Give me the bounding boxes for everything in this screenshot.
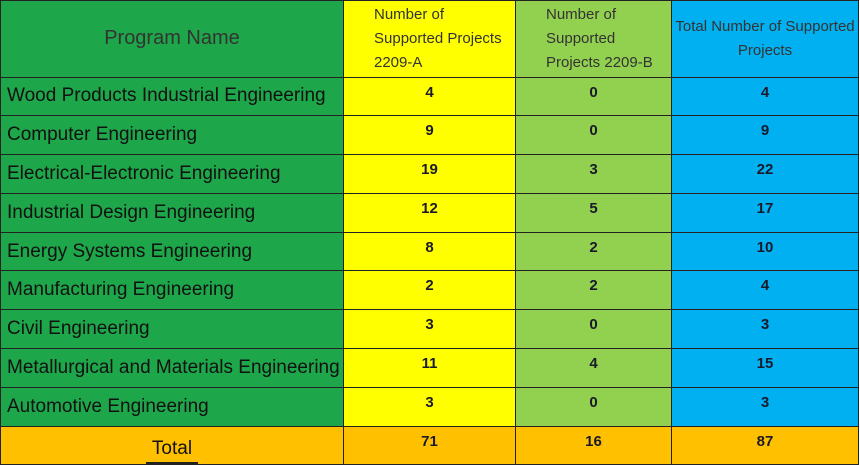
program-name-cell: Civil Engineering [0,309,344,350]
value-2209b-cell: 5 [515,192,672,233]
program-name-cell: Automotive Engineering [0,386,344,427]
value-2209a-cell: 3 [343,386,516,427]
value-2209a-cell: 9 [343,115,516,156]
value-2209b-cell: 2 [515,270,672,311]
program-name-cell: Industrial Design Engineering [0,192,344,233]
program-name-cell: Electrical-Electronic Engineering [0,154,344,194]
header-2209b: Number of Supported Projects 2209-B [515,0,672,78]
value-2209a-cell: 2 [343,270,516,311]
header-2209a: Number of Supported Projects 2209-A [343,0,516,78]
table-row: Industrial Design Engineering 12 5 17 [0,192,859,233]
value-2209b-cell: 0 [515,309,672,350]
header-row: Program Name Number of Supported Project… [0,0,859,78]
program-name-cell: Metallurgical and Materials Engineering [0,348,344,388]
table-row: Energy Systems Engineering 8 2 10 [0,231,859,272]
value-total-cell: 10 [671,231,859,272]
value-2209b-cell: 0 [515,76,672,117]
value-2209b-cell: 0 [515,386,672,427]
value-total-cell: 3 [671,386,859,427]
value-2209b-cell: 4 [515,348,672,388]
header-total: Total Number of Supported Projects [671,0,859,78]
program-name-cell: Energy Systems Engineering [0,231,344,272]
value-total-cell: 15 [671,348,859,388]
total-row: Total 71 16 87 [0,425,859,465]
table-row: Wood Products Industrial Engineering 4 0… [0,76,859,117]
header-program-name: Program Name [0,0,344,78]
table-row: Civil Engineering 3 0 3 [0,309,859,350]
value-2209b-cell: 0 [515,115,672,156]
value-total-cell: 9 [671,115,859,156]
table-row: Automotive Engineering 3 0 3 [0,386,859,427]
table-row: Computer Engineering 9 0 9 [0,115,859,156]
program-name-cell: Computer Engineering [0,115,344,156]
total-label-cell: Total [0,425,344,465]
total-label: Total [145,438,199,464]
table-row: Electrical-Electronic Engineering 19 3 2… [0,154,859,194]
value-total-cell: 4 [671,76,859,117]
value-total-cell: 17 [671,192,859,233]
value-total-cell: 3 [671,309,859,350]
value-2209a-cell: 11 [343,348,516,388]
program-name-cell: Wood Products Industrial Engineering [0,76,344,117]
value-2209b-cell: 2 [515,231,672,272]
table-row: Manufacturing Engineering 2 2 4 [0,270,859,311]
program-name-cell: Manufacturing Engineering [0,270,344,311]
table-row: Metallurgical and Materials Engineering … [0,348,859,388]
value-2209b-cell: 3 [515,154,672,194]
total-2209a-cell: 71 [343,425,516,465]
value-2209a-cell: 4 [343,76,516,117]
total-overall-cell: 87 [671,425,859,465]
value-2209a-cell: 19 [343,154,516,194]
total-2209b-cell: 16 [515,425,672,465]
value-total-cell: 22 [671,154,859,194]
value-total-cell: 4 [671,270,859,311]
value-2209a-cell: 8 [343,231,516,272]
value-2209a-cell: 12 [343,192,516,233]
value-2209a-cell: 3 [343,309,516,350]
